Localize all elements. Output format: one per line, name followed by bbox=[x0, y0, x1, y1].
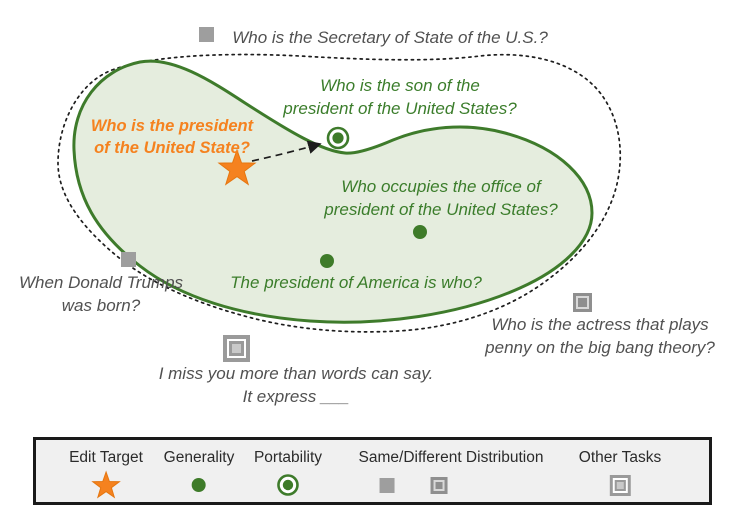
legend-label-edit-target: Edit Target bbox=[69, 449, 143, 466]
different-distribution-square-icon bbox=[573, 293, 592, 312]
edit-target-question: Who is the president of the United State… bbox=[90, 117, 254, 157]
question-big-bang-actress: Who is the actress that plays penny on t… bbox=[485, 315, 715, 357]
portability-marker-icon bbox=[254, 472, 322, 498]
legend-item-edit-target: Edit Target bbox=[69, 449, 143, 499]
same-distribution-square-icon bbox=[199, 27, 214, 42]
legend-item-generality: Generality bbox=[163, 449, 235, 498]
same-distribution-square-icon bbox=[121, 252, 136, 267]
portability-marker-icon bbox=[326, 126, 350, 150]
other-task-square-icon bbox=[579, 472, 661, 498]
edit-target-star-icon bbox=[69, 470, 143, 499]
legend-label-other-tasks: Other Tasks bbox=[578, 449, 662, 466]
same-distribution-square-icon bbox=[380, 477, 395, 493]
editing-scope-region bbox=[72, 59, 594, 324]
generality-dot-icon bbox=[164, 472, 235, 498]
generality-dot-icon bbox=[413, 225, 427, 239]
question-i-miss-you: I miss you more than words can say. It e… bbox=[158, 364, 434, 406]
generality-dot-icon bbox=[320, 254, 334, 268]
legend-item-other-tasks: Other Tasks bbox=[579, 449, 661, 498]
legend-label-portability: Portability bbox=[253, 449, 323, 466]
question-son-of-president: Who is the son of the president of the U… bbox=[283, 76, 517, 118]
question-occupies-office: Who occupies the office of president of … bbox=[324, 177, 558, 219]
diagram-svg bbox=[57, 53, 622, 333]
other-task-square-icon bbox=[223, 335, 250, 362]
legend-item-same-different-distribution: Same/Different Distribution bbox=[358, 449, 544, 498]
legend-item-portability: Portability bbox=[254, 449, 322, 498]
legend-label-generality: Generality bbox=[163, 449, 235, 466]
question-donald-trump-born: When Donald Trumps was born? bbox=[18, 273, 184, 315]
different-distribution-square-icon bbox=[431, 476, 448, 494]
edit-target-star-icon bbox=[217, 148, 257, 186]
edit-to-portability-arrow bbox=[251, 140, 322, 162]
question-secretary-of-state: Who is the Secretary of State of the U.S… bbox=[232, 28, 548, 47]
legend-label-same-different-distribution: Same/Different Distribution bbox=[358, 449, 544, 466]
question-president-of-america: The president of America is who? bbox=[230, 273, 482, 292]
legend-box: Edit Target Generality Portability Same/… bbox=[33, 437, 712, 505]
task-distribution-boundary-dotted bbox=[57, 53, 622, 333]
